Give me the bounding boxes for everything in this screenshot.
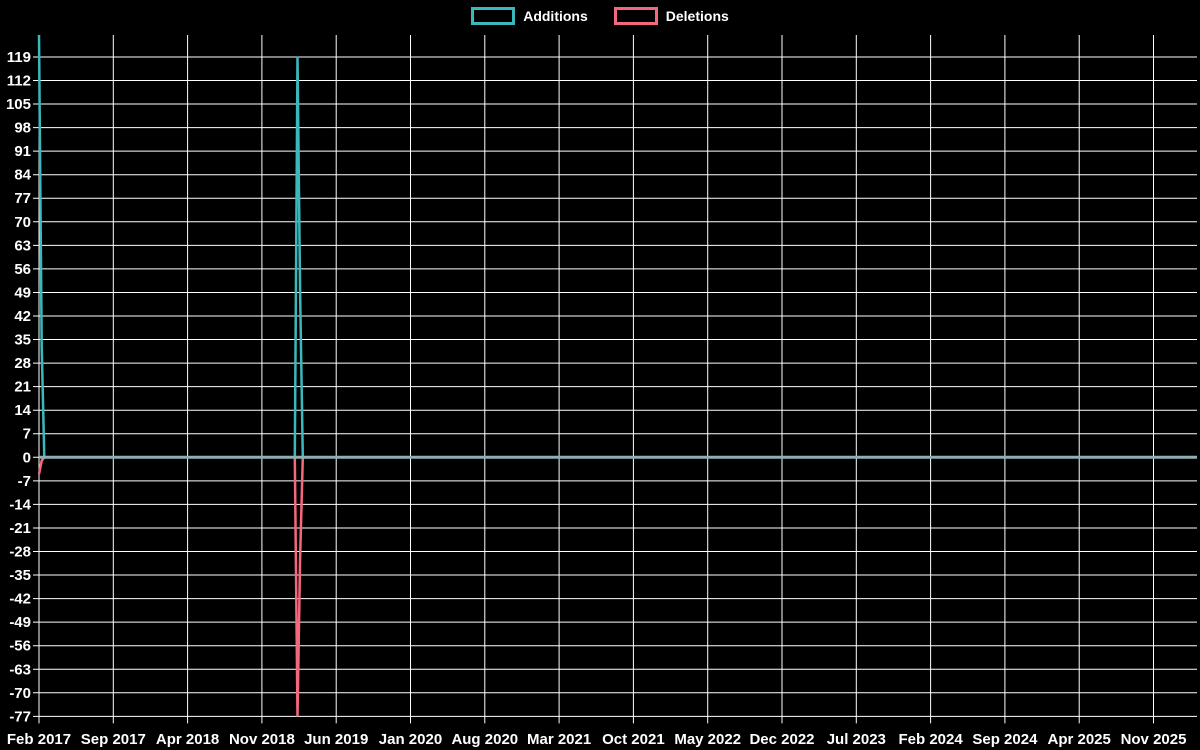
y-tick-label: 112 xyxy=(7,72,31,89)
legend-item-additions[interactable]: Additions xyxy=(471,7,588,25)
y-tick-label: -77 xyxy=(9,708,31,725)
deletions-line xyxy=(37,456,1197,717)
x-tick-label: Mar 2021 xyxy=(527,731,591,748)
y-tick-label: 21 xyxy=(14,379,31,396)
x-tick-label: Sep 2024 xyxy=(972,731,1038,748)
y-tick-label: 42 xyxy=(14,308,31,325)
y-tick-label: 28 xyxy=(14,355,31,372)
legend-label-deletions: Deletions xyxy=(665,8,729,24)
y-tick-label: 119 xyxy=(7,49,31,66)
additions-line xyxy=(37,34,1197,459)
x-tick-label: Sep 2017 xyxy=(81,731,146,748)
y-tick-label: 56 xyxy=(14,261,31,278)
y-tick-label: -49 xyxy=(9,614,31,631)
legend-label-additions: Additions xyxy=(523,8,588,24)
y-tick-label: 0 xyxy=(23,449,31,466)
x-tick-label: Jan 2020 xyxy=(379,731,442,748)
y-tick-label: -7 xyxy=(18,473,31,490)
y-tick-label: -28 xyxy=(9,544,31,561)
y-tick-label: -63 xyxy=(9,661,31,678)
chart-legend: Additions Deletions xyxy=(0,7,1200,25)
deletions-swatch-icon xyxy=(613,7,658,25)
x-tick-label: Jul 2023 xyxy=(827,731,886,748)
y-tick-label: -56 xyxy=(9,638,31,655)
x-tick-label: Nov 2018 xyxy=(229,731,295,748)
x-tick-label: May 2022 xyxy=(674,731,741,748)
y-tick-label: 84 xyxy=(14,167,31,184)
x-tick-label: Jun 2019 xyxy=(304,731,368,748)
x-tick-label: Oct 2021 xyxy=(602,731,665,748)
x-tick-label: Aug 2020 xyxy=(451,731,518,748)
y-tick-label: 49 xyxy=(14,284,31,301)
y-tick-label: 7 xyxy=(23,426,31,443)
x-tick-label: Feb 2017 xyxy=(7,731,71,748)
y-tick-label: 105 xyxy=(6,96,31,113)
y-tick-label: -14 xyxy=(9,496,31,513)
x-tick-label: Apr 2025 xyxy=(1048,731,1111,748)
y-tick-label: 77 xyxy=(14,190,31,207)
x-tick-label: Dec 2022 xyxy=(749,731,814,748)
x-tick-label: Nov 2025 xyxy=(1121,731,1187,748)
y-tick-label: 14 xyxy=(14,402,31,419)
y-tick-label: -70 xyxy=(9,685,31,702)
legend-item-deletions[interactable]: Deletions xyxy=(613,7,729,25)
x-tick-label: Feb 2024 xyxy=(898,731,963,748)
y-tick-label: -35 xyxy=(9,567,31,584)
y-tick-label: 63 xyxy=(14,237,31,254)
y-tick-label: 91 xyxy=(14,143,31,160)
y-tick-label: 98 xyxy=(14,120,31,137)
additions-swatch-icon xyxy=(471,7,516,25)
y-tick-label: 35 xyxy=(14,332,31,349)
y-tick-label: 70 xyxy=(14,214,31,231)
y-tick-label: -21 xyxy=(9,520,31,537)
y-tick-label: -42 xyxy=(9,591,31,608)
x-tick-label: Apr 2018 xyxy=(156,731,219,748)
